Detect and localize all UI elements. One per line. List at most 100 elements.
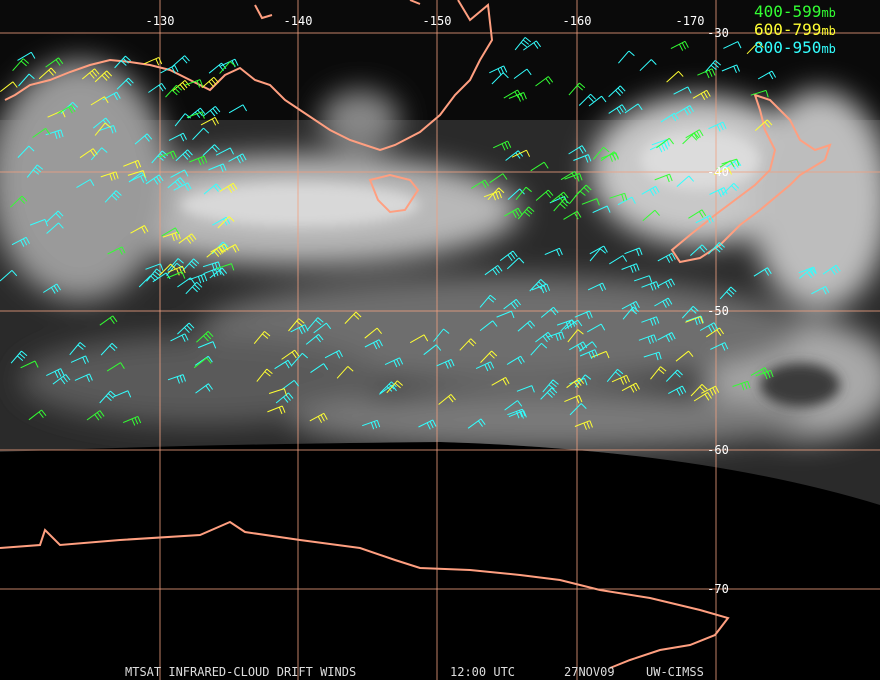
wind-barb: [753, 267, 772, 277]
wind-barb: [104, 190, 122, 203]
wind-barb: [267, 405, 286, 415]
wind-barb: [479, 320, 498, 331]
wind-barb: [189, 273, 208, 284]
footer-date: 27NOV09: [564, 665, 615, 679]
wind-barb: [506, 355, 525, 365]
wind-barb: [459, 338, 477, 351]
wind-barb: [513, 68, 532, 80]
wind-barb: [567, 329, 584, 343]
wind-barb: [193, 357, 212, 369]
wind-barb: [20, 360, 39, 369]
wind-barb: [100, 171, 119, 181]
wind-barb: [219, 182, 238, 193]
wind-barb: [228, 153, 247, 164]
wind-barb: [281, 379, 300, 391]
wind-barb: [638, 334, 657, 344]
wind-barb: [143, 56, 163, 66]
wind-barb: [184, 79, 204, 88]
longitude-label: -150: [423, 14, 452, 28]
wind-barb: [511, 149, 531, 158]
wind-barb: [45, 57, 64, 68]
wind-barb: [182, 258, 200, 271]
wind-barb: [592, 205, 611, 214]
wind-barb: [517, 206, 535, 220]
wind-barb: [654, 297, 673, 308]
wind-barb: [666, 70, 684, 83]
wind-barb: [106, 362, 125, 372]
wind-barb: [480, 350, 498, 363]
wind-barb: [568, 82, 586, 96]
wind-barb: [102, 91, 121, 101]
wind-barb: [168, 132, 187, 142]
wind-barb: [185, 281, 203, 295]
wind-barb: [436, 358, 455, 369]
wind-barb: [564, 319, 583, 330]
wind-barb: [675, 350, 694, 362]
latitude-label: -30: [707, 26, 729, 40]
wind-barb: [600, 152, 619, 162]
wind-barb: [822, 264, 841, 275]
wind-barb: [489, 65, 508, 76]
wind-barb: [18, 73, 35, 87]
wind-barb: [695, 215, 714, 224]
wind-barb: [657, 332, 676, 343]
wind-barb: [681, 305, 699, 319]
wind-barb: [307, 317, 324, 331]
wind-barb: [69, 342, 86, 356]
wind-barb: [46, 210, 64, 223]
wind-barb: [755, 369, 774, 380]
wind-barb: [589, 245, 608, 255]
wind-barb: [609, 192, 628, 202]
wind-barb: [483, 190, 502, 201]
wind-barb: [654, 173, 673, 183]
wind-barb: [624, 103, 643, 114]
wind-barb: [362, 419, 381, 430]
wind-barb: [588, 95, 607, 107]
wind-barb: [569, 341, 588, 352]
wind-barb: [568, 145, 587, 155]
wind-barb: [514, 37, 532, 51]
wind-barb: [228, 104, 248, 114]
wind-barb: [685, 315, 704, 326]
wind-barb: [167, 258, 184, 272]
wind-barb: [134, 133, 153, 145]
wind-barb: [107, 246, 126, 255]
wind-barb: [28, 409, 47, 421]
wind-barb: [713, 167, 732, 175]
wind-barb: [0, 81, 18, 92]
wind-barb: [693, 391, 712, 402]
wind-barb: [690, 244, 708, 256]
wind-barb: [170, 169, 189, 178]
wind-barb: [196, 331, 214, 343]
wind-barb: [504, 207, 523, 218]
wind-barb: [540, 306, 559, 318]
wind-barb: [26, 164, 44, 178]
legend-unit: mb: [821, 6, 835, 20]
wind-barb: [336, 366, 354, 379]
wind-barb: [586, 323, 606, 333]
wind-barb: [313, 322, 332, 334]
wind-barb: [699, 322, 719, 333]
wind-barb: [344, 311, 362, 324]
wind-barb: [506, 257, 525, 270]
wind-barb: [544, 247, 563, 257]
wind-barb: [99, 315, 118, 326]
legend-range: 400-599: [754, 2, 821, 21]
wind-barb: [531, 283, 551, 294]
wind-barb: [650, 366, 667, 380]
wind-barb: [685, 129, 704, 140]
wind-barb: [499, 250, 518, 261]
wind-barb: [721, 158, 740, 167]
wind-barb: [508, 410, 527, 419]
wind-barb: [146, 268, 163, 282]
wind-barb: [148, 82, 167, 93]
wind-barb: [530, 342, 548, 356]
wind-barb: [128, 174, 148, 183]
wind-barb: [641, 185, 660, 196]
wind-barb: [566, 377, 585, 389]
wind-barb: [167, 177, 186, 189]
wind-barb: [221, 244, 240, 253]
wind-barb: [186, 111, 205, 119]
wind-barb: [579, 349, 599, 360]
